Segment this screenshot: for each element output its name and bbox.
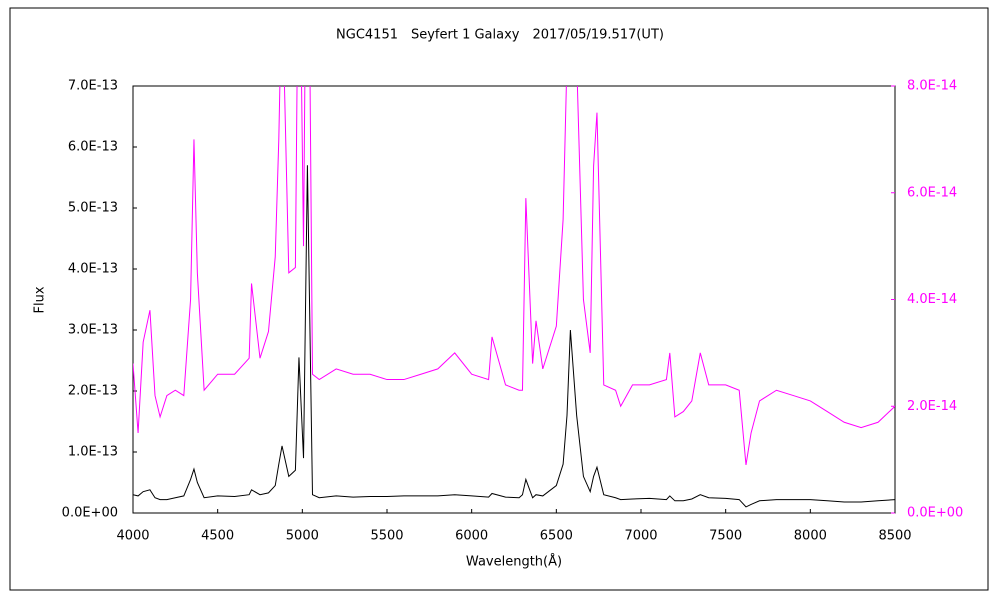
spectrum-line xyxy=(133,86,895,466)
y-tick-label: 1.0E-13 xyxy=(68,445,118,460)
y2-tick-label: 0.0E+00 xyxy=(907,506,963,521)
x-tick-label: 6500 xyxy=(540,529,573,544)
x-axis-label: Wavelength(Å) xyxy=(466,554,562,570)
x-tick-label: 5500 xyxy=(370,529,403,544)
x-tick-label: 5000 xyxy=(286,529,319,544)
frame xyxy=(9,7,989,591)
y2-tick-label: 6.0E-14 xyxy=(907,185,957,200)
y-tick-label: 0.0E+00 xyxy=(62,506,118,521)
chart-title: NGC4151 Seyfert 1 Galaxy 2017/05/19.517(… xyxy=(336,28,664,43)
y-tick-label: 3.0E-13 xyxy=(68,323,118,338)
y-axis-label: Flux xyxy=(33,286,48,313)
y-tick-label: 7.0E-13 xyxy=(68,79,118,94)
x-tick-label: 6000 xyxy=(455,529,488,544)
x-tick-label: 7500 xyxy=(709,529,742,544)
x-tick-label: 8500 xyxy=(878,529,911,544)
x-tick-label: 4500 xyxy=(201,529,234,544)
y2-tick-label: 4.0E-14 xyxy=(907,292,957,307)
y2-tick-label: 8.0E-14 xyxy=(907,79,957,94)
y-tick-label: 4.0E-13 xyxy=(68,262,118,277)
plot-area xyxy=(132,85,896,514)
y-tick-label: 2.0E-13 xyxy=(68,384,118,399)
x-tick-label: 4000 xyxy=(116,529,149,544)
spectrum-line xyxy=(133,165,895,508)
y2-tick-label: 2.0E-14 xyxy=(907,399,957,414)
x-tick-label: 7000 xyxy=(624,529,657,544)
y-tick-label: 5.0E-13 xyxy=(68,201,118,216)
x-tick-label: 8000 xyxy=(794,529,827,544)
y-tick-label: 6.0E-13 xyxy=(68,140,118,155)
